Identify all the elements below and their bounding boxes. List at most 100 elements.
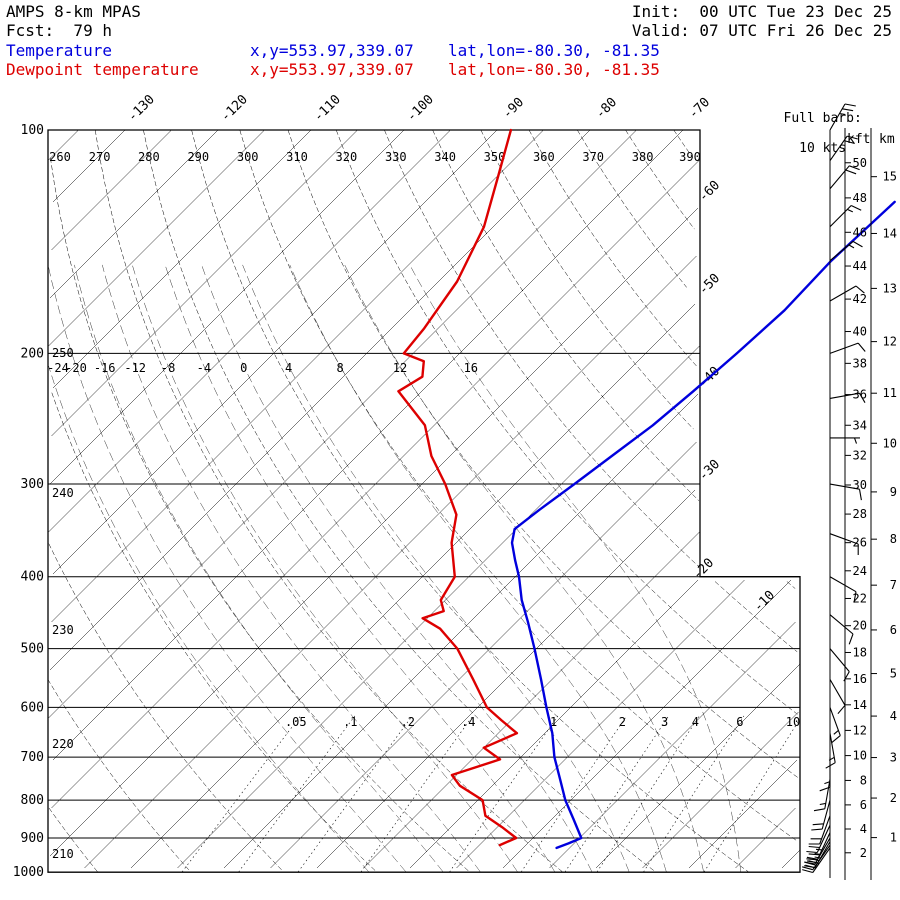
dry-adiabat (528, 129, 697, 367)
isotherm (52, 129, 498, 575)
km-value: 15 (883, 170, 897, 184)
mixing-ratio-label: .4 (461, 715, 475, 729)
dry-adiabat (287, 129, 800, 779)
kft-value: 20 (853, 619, 867, 633)
isotherm (642, 711, 799, 869)
dry-adiabat (47, 679, 191, 873)
barb-legend-line1: Full barb: (783, 111, 862, 126)
dry-adiabat (480, 129, 694, 430)
dewpoint-trace (397, 128, 519, 847)
km-value: 14 (883, 227, 897, 241)
isotherm (49, 129, 591, 671)
isotherm (456, 579, 745, 869)
dry-adiabat (335, 129, 798, 715)
isotherm (781, 849, 801, 869)
dry-adiabat-label-top: 320 (336, 150, 358, 164)
km-value: 4 (890, 709, 897, 723)
pressure-label: 100 (21, 123, 44, 138)
wind-barb (829, 533, 859, 555)
km-value: 7 (890, 578, 897, 592)
km-value: 9 (890, 485, 897, 499)
dry-adiabat-label-top: 350 (484, 150, 506, 164)
isotherm (52, 129, 684, 761)
dry-adiabat-label-top: 380 (632, 150, 654, 164)
pressure-label: 200 (21, 346, 44, 361)
dry-adiabat-label-top: 290 (187, 150, 209, 164)
km-value: 5 (890, 667, 897, 681)
moist-adiabat-label: -20 (65, 361, 87, 375)
isotherm (48, 129, 79, 161)
isotherm (49, 129, 405, 485)
dry-adiabat-label-left: 240 (52, 486, 74, 500)
kft-value: 50 (853, 156, 867, 170)
mixing-ratio-label: 4 (692, 715, 699, 729)
wind-barb (802, 844, 831, 871)
isotherm (363, 531, 700, 869)
wind-barb (829, 240, 863, 262)
temperature-legend-latlon: lat,lon=-80.30, -81.35 (448, 41, 660, 60)
isotherm (49, 207, 699, 857)
kft-value: 12 (853, 723, 867, 737)
pressure-label: 300 (21, 477, 44, 492)
moist-adiabat-label: -16 (94, 361, 116, 375)
mixing-ratio-label: .05 (285, 715, 307, 729)
wind-barb (829, 342, 866, 354)
isotherm-label-top: -120 (218, 92, 251, 125)
isotherm (48, 129, 265, 347)
isotherm (52, 129, 312, 389)
wind-barb (829, 135, 858, 162)
wind-barb (829, 285, 865, 302)
km-value: 6 (890, 623, 897, 637)
dry-adiabat-label-left: 230 (52, 623, 74, 637)
init-time: Init: 00 UTC Tue 23 Dec 25 (631, 2, 892, 21)
moist-adiabat-label: 12 (393, 361, 407, 375)
kft-value: 24 (853, 564, 867, 578)
mixing-ratio-line (564, 715, 669, 873)
wind-barb (829, 576, 857, 603)
isotherm (48, 129, 637, 719)
moist-adiabats (47, 264, 742, 873)
dry-adiabat (50, 157, 470, 873)
dry-adiabat (673, 129, 693, 158)
isotherm (270, 441, 697, 869)
isotherm (84, 255, 697, 869)
pressure-label: 500 (21, 642, 44, 657)
barb-legend: Full barb: 10 kts (752, 96, 862, 171)
mixing-ratio-lines (181, 715, 799, 873)
dry-adiabat-label-top: 270 (89, 150, 111, 164)
kft-value: 6 (860, 798, 867, 812)
moist-adiabat-label: -24 (47, 361, 69, 375)
mixing-ratio-line (520, 715, 627, 873)
temperature-trace (510, 200, 896, 850)
isotherm (688, 759, 798, 869)
pressure-label: 400 (21, 570, 44, 585)
isotherm-label-top: -110 (311, 92, 344, 125)
mixing-ratio-label: 2 (619, 715, 626, 729)
km-scale-label: km (879, 132, 895, 147)
kft-value: 14 (853, 698, 867, 712)
kft-value: 4 (860, 822, 867, 836)
isotherm-label-right: -10 (751, 588, 778, 615)
moist-adiabat-label: 0 (240, 361, 247, 375)
kft-value: 28 (853, 507, 867, 521)
km-value: 1 (890, 831, 897, 845)
dry-adiabat-label-left: 210 (52, 847, 74, 861)
pressure-label: 1000 (13, 865, 44, 880)
kft-value: 2 (860, 846, 867, 860)
isotherm (52, 129, 126, 203)
dry-adiabat (94, 129, 563, 873)
kft-value: 10 (853, 749, 867, 763)
moist-adiabat-label: 16 (464, 361, 478, 375)
dry-adiabat (51, 392, 377, 873)
mixing-ratio-label: 10 (786, 715, 800, 729)
wind-barb (829, 707, 841, 744)
kft-value: 34 (853, 418, 867, 432)
dry-adiabat (625, 129, 695, 230)
moist-adiabat-label: -4 (197, 361, 211, 375)
wind-barb (829, 648, 850, 682)
wind-barb (806, 832, 831, 861)
wind-barb (829, 679, 846, 715)
pressure-label: 900 (21, 831, 44, 846)
